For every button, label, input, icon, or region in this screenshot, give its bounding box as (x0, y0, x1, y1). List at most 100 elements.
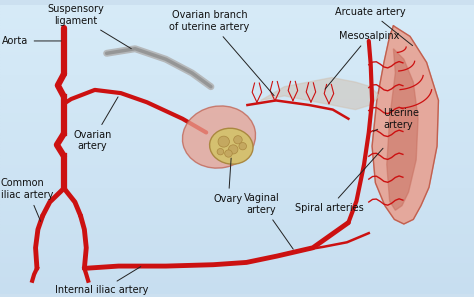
Bar (0, 198, 474, 201)
Bar (0, 11, 474, 14)
Circle shape (225, 150, 232, 157)
Bar (0, 242, 474, 244)
Bar (0, 216, 474, 219)
Bar (0, 86, 474, 89)
Bar (0, 115, 474, 118)
Bar (0, 40, 474, 43)
Bar (0, 69, 474, 72)
Bar (0, 92, 474, 95)
Bar (0, 103, 474, 106)
Bar (0, 60, 474, 63)
Bar (0, 72, 474, 75)
Bar (0, 138, 474, 141)
Bar (0, 89, 474, 92)
Bar (0, 129, 474, 132)
Bar (0, 288, 474, 291)
Bar (0, 46, 474, 48)
Bar (0, 239, 474, 242)
Bar (0, 31, 474, 34)
Bar (0, 34, 474, 37)
Circle shape (234, 136, 242, 144)
Bar (0, 48, 474, 51)
Bar (0, 201, 474, 204)
Bar (0, 227, 474, 230)
Circle shape (239, 143, 246, 150)
Bar (0, 282, 474, 285)
Bar (0, 57, 474, 60)
Bar (0, 268, 474, 271)
Bar (0, 75, 474, 77)
Bar (0, 230, 474, 233)
Bar (0, 262, 474, 265)
Bar (0, 17, 474, 20)
Bar (0, 83, 474, 86)
Text: Ovarian branch
of uterine artery: Ovarian branch of uterine artery (169, 10, 274, 96)
Text: Vaginal
artery: Vaginal artery (244, 193, 293, 249)
Bar (0, 222, 474, 224)
Bar (0, 20, 474, 23)
Bar (0, 178, 474, 181)
Text: Mesosalpinx: Mesosalpinx (325, 31, 399, 89)
Bar (0, 195, 474, 198)
Bar (0, 213, 474, 216)
Circle shape (228, 145, 238, 154)
Bar (0, 184, 474, 187)
Polygon shape (372, 26, 438, 224)
Bar (0, 204, 474, 207)
Bar (0, 219, 474, 222)
Polygon shape (387, 49, 418, 210)
Text: Ovarian
artery: Ovarian artery (73, 97, 118, 151)
Bar (0, 135, 474, 138)
Bar (0, 187, 474, 190)
Bar (0, 121, 474, 124)
Bar (0, 51, 474, 54)
Bar (0, 112, 474, 115)
Bar (0, 173, 474, 175)
Bar (0, 276, 474, 279)
Bar (0, 63, 474, 66)
Text: Spiral arteries: Spiral arteries (295, 148, 383, 213)
Bar (0, 170, 474, 173)
Bar (0, 106, 474, 109)
Bar (0, 132, 474, 135)
Bar (0, 141, 474, 144)
Text: Common
iliac artery: Common iliac artery (1, 178, 53, 222)
Text: Internal iliac artery: Internal iliac artery (55, 267, 148, 295)
Bar (0, 247, 474, 250)
Bar (0, 43, 474, 46)
Text: Uterine
artery: Uterine artery (373, 108, 419, 131)
Bar (0, 14, 474, 17)
Bar (0, 250, 474, 253)
Bar (0, 144, 474, 146)
Bar (0, 126, 474, 129)
Bar (0, 158, 474, 161)
Bar (0, 161, 474, 164)
Bar (0, 118, 474, 121)
Text: Aorta: Aorta (2, 36, 61, 46)
Bar (0, 265, 474, 268)
Bar (0, 149, 474, 152)
Bar (0, 37, 474, 40)
Bar (0, 100, 474, 103)
Bar (0, 233, 474, 236)
Bar (0, 167, 474, 170)
Bar (0, 210, 474, 213)
Bar (0, 95, 474, 97)
Bar (0, 109, 474, 112)
Polygon shape (261, 78, 379, 110)
Bar (0, 291, 474, 293)
Bar (0, 181, 474, 184)
Bar (0, 152, 474, 155)
Ellipse shape (182, 106, 255, 168)
Bar (0, 5, 474, 8)
Bar (0, 66, 474, 69)
Bar (0, 285, 474, 288)
Circle shape (218, 136, 229, 147)
Bar (0, 259, 474, 262)
Bar (0, 8, 474, 11)
Bar (0, 271, 474, 273)
Circle shape (217, 148, 224, 155)
Bar (0, 77, 474, 80)
Bar (0, 236, 474, 239)
Bar (0, 207, 474, 210)
